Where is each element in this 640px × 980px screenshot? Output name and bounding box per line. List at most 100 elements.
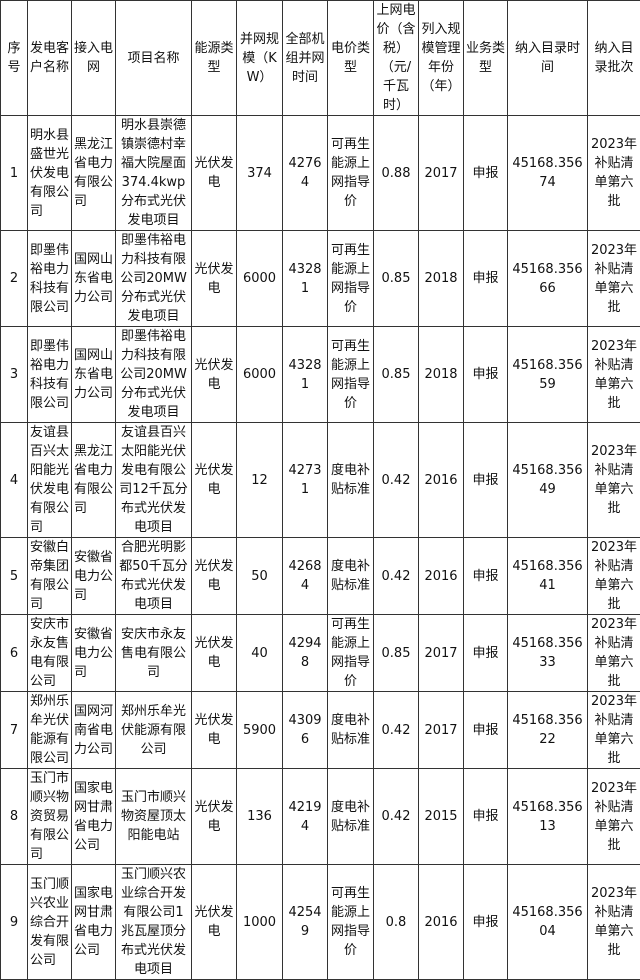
cell-seq: 8 <box>1 769 28 865</box>
cell-price: 0.85 <box>374 231 419 327</box>
cell-price: 0.42 <box>374 692 419 769</box>
cell-seq: 1 <box>1 116 28 231</box>
cell-batch: 2023年补贴清单第六批 <box>588 231 640 327</box>
cell-year: 2016 <box>419 538 464 615</box>
cell-grid-time: 43281 <box>283 231 328 327</box>
cell-project-name: 明水县崇德镇崇德村幸福大院屋面374.4kwp分布式光伏发电项目 <box>116 116 192 231</box>
header-project-name: 项目名称 <box>116 1 192 116</box>
cell-customer-name: 明水县盛世光伏发电有限公司 <box>28 116 72 231</box>
cell-year: 2017 <box>419 692 464 769</box>
cell-grid: 国网河南省电力公司 <box>72 692 116 769</box>
cell-business-type: 申报 <box>464 538 508 615</box>
cell-customer-name: 即墨伟裕电力科技有限公司 <box>28 231 72 327</box>
cell-energy-type: 光伏发电 <box>192 423 237 538</box>
header-grid-time: 全部机组并网时间 <box>283 1 328 116</box>
cell-customer-name: 安徽白帝集团有限公司 <box>28 538 72 615</box>
cell-energy-type: 光伏发电 <box>192 692 237 769</box>
cell-project-name: 玉门市顺兴物资屋顶太阳能电站 <box>116 769 192 865</box>
cell-catalog-time: 45168.35674 <box>508 116 588 231</box>
cell-grid-time: 42194 <box>283 769 328 865</box>
header-year: 列入规模管理年份（年） <box>419 1 464 116</box>
header-price-type: 电价类型 <box>328 1 374 116</box>
cell-business-type: 申报 <box>464 769 508 865</box>
cell-project-name: 友谊县百兴太阳能光伏发电有限公司12千瓦分布式光伏发电项目 <box>116 423 192 538</box>
header-price: 上网电价（含税）（元/千瓦时） <box>374 1 419 116</box>
cell-capacity: 136 <box>237 769 283 865</box>
cell-year: 2016 <box>419 865 464 980</box>
cell-capacity: 6000 <box>237 327 283 423</box>
cell-business-type: 申报 <box>464 423 508 538</box>
cell-seq: 5 <box>1 538 28 615</box>
cell-year: 2016 <box>419 423 464 538</box>
cell-grid-time: 42731 <box>283 423 328 538</box>
cell-customer-name: 友谊县百兴太阳能光伏发电有限公司 <box>28 423 72 538</box>
cell-project-name: 郑州乐牟光伏能源有限公司 <box>116 692 192 769</box>
cell-capacity: 40 <box>237 615 283 692</box>
cell-business-type: 申报 <box>464 865 508 980</box>
cell-customer-name: 安庆市永友售电有限公司 <box>28 615 72 692</box>
header-customer-name: 发电客户名称 <box>28 1 72 116</box>
cell-grid-time: 42764 <box>283 116 328 231</box>
cell-batch: 2023年补贴清单第六批 <box>588 615 640 692</box>
cell-year: 2018 <box>419 327 464 423</box>
cell-capacity: 12 <box>237 423 283 538</box>
cell-catalog-time: 45168.35622 <box>508 692 588 769</box>
cell-price: 0.42 <box>374 538 419 615</box>
cell-grid: 国网山东省电力公司 <box>72 231 116 327</box>
cell-price-type: 可再生能源上网指导价 <box>328 116 374 231</box>
cell-grid: 国家电网甘肃省电力公司 <box>72 865 116 980</box>
cell-batch: 2023年补贴清单第六批 <box>588 327 640 423</box>
cell-price: 0.85 <box>374 615 419 692</box>
cell-grid: 安徽省电力公司 <box>72 538 116 615</box>
cell-price: 0.42 <box>374 423 419 538</box>
cell-capacity: 374 <box>237 116 283 231</box>
cell-price: 0.8 <box>374 865 419 980</box>
cell-energy-type: 光伏发电 <box>192 327 237 423</box>
header-batch: 纳入目录批次 <box>588 1 640 116</box>
cell-price: 0.42 <box>374 769 419 865</box>
cell-customer-name: 玉门顺兴农业综合开发有限公司 <box>28 865 72 980</box>
cell-grid-time: 42549 <box>283 865 328 980</box>
cell-year: 2017 <box>419 615 464 692</box>
cell-grid-time: 43281 <box>283 327 328 423</box>
cell-capacity: 5900 <box>237 692 283 769</box>
header-row: 序号发电客户名称接入电网项目名称能源类型并网规模（KW）全部机组并网时间电价类型… <box>1 1 640 116</box>
cell-energy-type: 光伏发电 <box>192 116 237 231</box>
cell-price: 0.88 <box>374 116 419 231</box>
cell-batch: 2023年补贴清单第六批 <box>588 423 640 538</box>
cell-price-type: 度电补贴标准 <box>328 769 374 865</box>
cell-price-type: 可再生能源上网指导价 <box>328 615 374 692</box>
cell-grid: 黑龙江省电力有限公司 <box>72 116 116 231</box>
cell-batch: 2023年补贴清单第六批 <box>588 538 640 615</box>
cell-catalog-time: 45168.35604 <box>508 865 588 980</box>
cell-capacity: 6000 <box>237 231 283 327</box>
cell-customer-name: 郑州乐牟光伏能源有限公司 <box>28 692 72 769</box>
cell-grid-time: 42684 <box>283 538 328 615</box>
cell-business-type: 申报 <box>464 231 508 327</box>
cell-batch: 2023年补贴清单第六批 <box>588 692 640 769</box>
cell-business-type: 申报 <box>464 615 508 692</box>
cell-project-name: 即墨伟裕电力科技有限公司20MW分布式光伏发电项目 <box>116 327 192 423</box>
header-capacity: 并网规模（KW） <box>237 1 283 116</box>
cell-seq: 3 <box>1 327 28 423</box>
header-grid: 接入电网 <box>72 1 116 116</box>
cell-catalog-time: 45168.35641 <box>508 538 588 615</box>
cell-energy-type: 光伏发电 <box>192 231 237 327</box>
cell-year: 2017 <box>419 116 464 231</box>
cell-customer-name: 即墨伟裕电力科技有限公司 <box>28 327 72 423</box>
cell-price-type: 可再生能源上网指导价 <box>328 865 374 980</box>
cell-business-type: 申报 <box>464 116 508 231</box>
header-seq: 序号 <box>1 1 28 116</box>
cell-catalog-time: 45168.35649 <box>508 423 588 538</box>
cell-customer-name: 玉门市顺兴物资贸易有限公司 <box>28 769 72 865</box>
header-business-type: 业务类型 <box>464 1 508 116</box>
